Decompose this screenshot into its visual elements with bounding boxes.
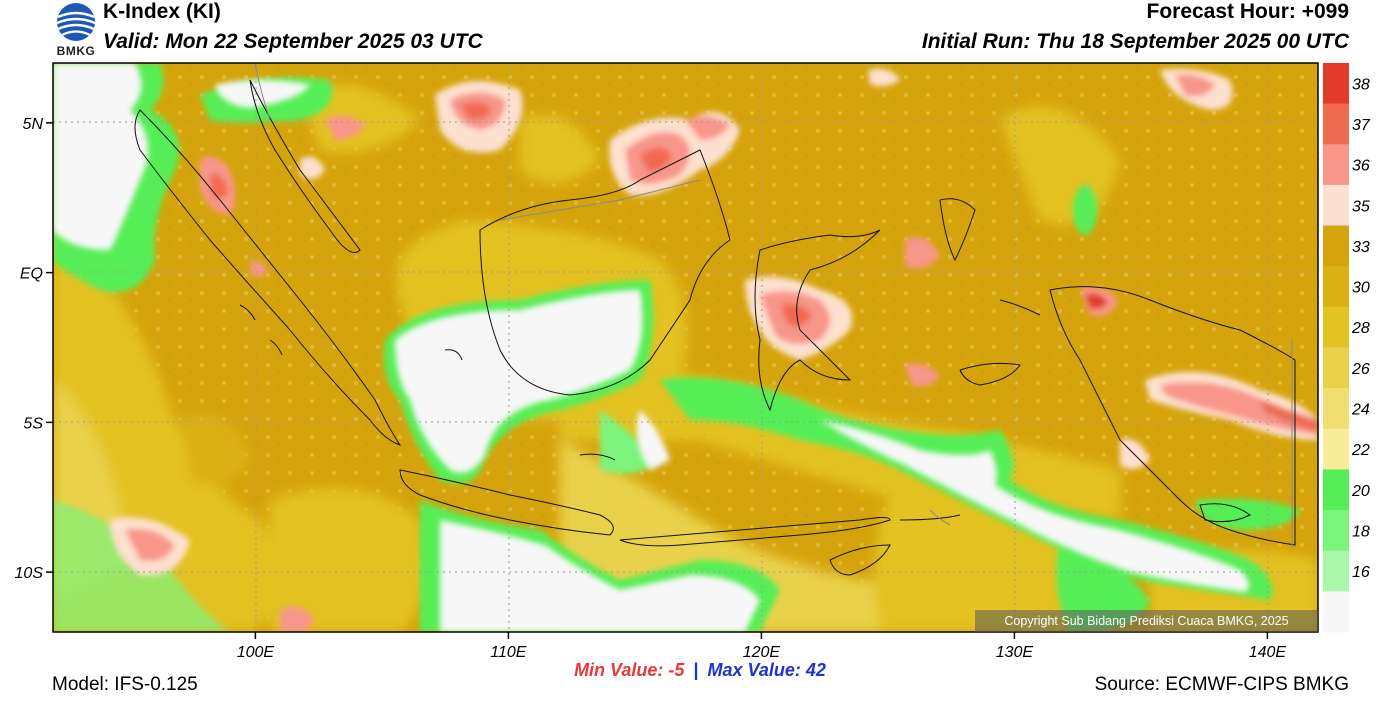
lat-label: EQ <box>20 266 43 283</box>
colorbar-segment <box>1323 184 1349 227</box>
colorbar-segment <box>1323 63 1349 105</box>
bmkg-logo: BMKG <box>52 0 100 60</box>
colorbar-segment <box>1323 266 1349 308</box>
value-range-stats: Min Value: -5 | Max Value: 42 <box>0 660 1400 681</box>
colorbar-label: 35 <box>1352 198 1370 215</box>
map-title: K-Index (KI) <box>103 0 221 23</box>
lon-label: 120E <box>743 644 781 661</box>
colorbar-label: 28 <box>1351 320 1370 337</box>
map-frame <box>52 62 1319 633</box>
map-field <box>53 63 1318 632</box>
colorbar-label: 30 <box>1352 280 1370 297</box>
country-borders <box>254 63 1293 548</box>
max-value-label: Max Value: <box>707 660 801 680</box>
min-value: -5 <box>668 660 685 680</box>
data-source: Source: ECMWF-CIPS BMKG <box>1094 674 1349 695</box>
valid-time: Valid: Mon 22 September 2025 03 UTC <box>103 30 483 53</box>
logo-text: BMKG <box>56 44 96 58</box>
coastlines <box>134 79 1296 576</box>
colorbar-label: 36 <box>1352 158 1370 175</box>
colorbar-legend: 38 37 36 35 33 30 28 26 24 22 20 18 16 <box>1323 63 1371 633</box>
min-value-label: Min Value: <box>574 660 664 680</box>
graticule <box>53 63 1318 632</box>
colorbar-label: 18 <box>1352 523 1370 540</box>
colorbar-segment <box>1323 469 1349 511</box>
colorbar-segment <box>1323 388 1349 430</box>
longitude-axis: 100E 110E 120E 130E 140E <box>237 632 1287 661</box>
colorbar-segment <box>1323 510 1349 552</box>
lat-label: 5N <box>23 116 44 133</box>
lon-label: 130E <box>996 644 1034 661</box>
colorbar-label: 33 <box>1352 239 1370 256</box>
colorbar-segment <box>1323 225 1349 267</box>
max-value: 42 <box>805 660 826 680</box>
colorbar-label: 26 <box>1351 361 1370 378</box>
colorbar-segment <box>1323 103 1349 145</box>
forecast-hour: Forecast Hour: +099 <box>1146 0 1350 23</box>
lon-label: 140E <box>1249 644 1287 661</box>
lat-label: 5S <box>23 415 43 432</box>
lon-label: 110E <box>490 644 527 661</box>
colorbar-label: 22 <box>1351 442 1370 459</box>
copyright-banner: Copyright Sub Bidang Prediksi Cuaca BMKG… <box>975 610 1318 632</box>
colorbar-segment <box>1323 144 1349 186</box>
colorbar-label: 16 <box>1352 564 1370 581</box>
colorbar-segment <box>1323 428 1349 470</box>
lon-label: 100E <box>237 644 275 661</box>
colorbar-label: 37 <box>1352 117 1371 134</box>
colorbar-segment <box>1323 591 1349 633</box>
stats-separator: | <box>693 660 699 680</box>
colorbar-segment <box>1323 347 1349 389</box>
model-name: Model: IFS-0.125 <box>52 674 198 695</box>
colorbar-segment <box>1323 306 1349 348</box>
bmkg-emblem-icon <box>56 3 96 41</box>
colorbar-segment <box>1323 550 1349 592</box>
colorbar-label: 20 <box>1351 483 1370 500</box>
colorbar-label: 38 <box>1352 76 1370 93</box>
latitude-axis: 5N EQ 5S 10S <box>15 116 53 582</box>
initial-run: Initial Run: Thu 18 September 2025 00 UT… <box>921 30 1349 53</box>
lat-label: 10S <box>15 565 44 582</box>
colorbar-label: 24 <box>1351 401 1370 418</box>
